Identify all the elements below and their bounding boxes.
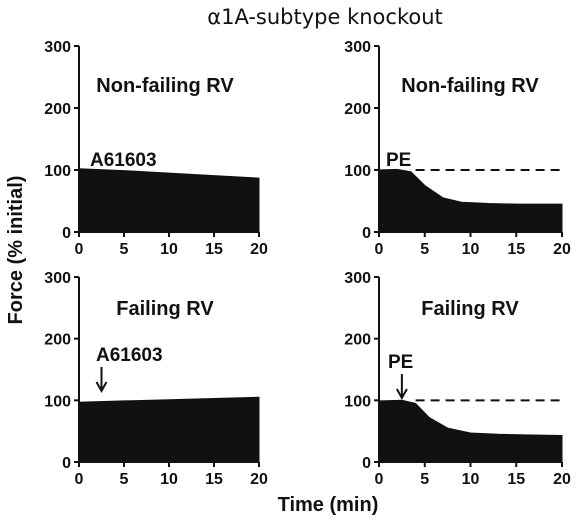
- drug-arrow-head: [391, 186, 404, 199]
- drug-label: A61603: [96, 345, 163, 366]
- panel-bottom-right: 0 100 200 300 0 5 10 15 20 Failing RV PE: [344, 270, 571, 488]
- drug-label: A61603: [90, 150, 157, 171]
- x-tick-label: 5: [120, 241, 129, 258]
- x-tick-label: 10: [462, 241, 480, 258]
- drug-arrow-head: [100, 186, 112, 199]
- y-tick-label: 0: [362, 225, 371, 242]
- y-tick-label: 300: [344, 39, 371, 56]
- panel-title: Failing RV: [421, 298, 519, 320]
- x-tick-label: 10: [160, 241, 178, 258]
- x-tick-label: 5: [120, 471, 129, 488]
- y-tick-label: 200: [44, 332, 71, 349]
- panel-top-left: 0 100 200 300 0 5 10 15 20 Non-failing RV A61603: [44, 39, 268, 258]
- figure-title: α1A-subtype knockout: [207, 5, 443, 29]
- x-tick-label: 0: [75, 471, 84, 488]
- y-axis-title: Force (% initial): [5, 176, 27, 325]
- y-tick-label: 0: [362, 455, 371, 472]
- x-tick-label: 15: [507, 471, 525, 488]
- panel-title: Non-failing RV: [96, 75, 234, 97]
- x-tick-label: 15: [205, 471, 223, 488]
- y-tick-label: 100: [344, 163, 371, 180]
- x-tick-label: 10: [462, 471, 480, 488]
- x-tick-label: 20: [553, 471, 571, 488]
- x-tick-label: 15: [507, 241, 525, 258]
- x-tick-label: 0: [375, 241, 384, 258]
- x-tick-label: 20: [250, 471, 268, 488]
- x-tick-label: 5: [420, 241, 429, 258]
- y-tick-label: 0: [62, 455, 71, 472]
- y-tick-label: 100: [44, 163, 71, 180]
- panel-title: Failing RV: [116, 298, 214, 320]
- panel-title: Non-failing RV: [401, 75, 539, 97]
- y-tick-label: 300: [44, 270, 71, 287]
- drug-arrow-head: [95, 381, 108, 394]
- series-trace: [378, 399, 563, 463]
- y-tick-label: 100: [344, 393, 371, 410]
- y-tick-label: 300: [44, 39, 71, 56]
- series-trace: [78, 396, 260, 463]
- drug-arrow-head: [396, 388, 408, 401]
- drug-label: PE: [386, 150, 411, 171]
- drug-label: PE: [388, 352, 413, 373]
- y-tick-label: 300: [344, 270, 371, 287]
- x-tick-label: 10: [160, 471, 178, 488]
- x-tick-label: 0: [375, 471, 384, 488]
- y-tick-label: 0: [62, 225, 71, 242]
- y-tick-label: 100: [44, 393, 71, 410]
- x-tick-label: 0: [75, 241, 84, 258]
- x-tick-label: 5: [420, 471, 429, 488]
- y-tick-label: 200: [344, 101, 371, 118]
- series-trace: [78, 168, 260, 233]
- x-tick-label: 20: [250, 241, 268, 258]
- x-tick-label: 15: [205, 241, 223, 258]
- x-axis-title: Time (min): [278, 494, 379, 516]
- series-trace: [378, 168, 563, 233]
- y-tick-label: 200: [344, 332, 371, 349]
- panel-bottom-left: 0 100 200 300 0 5 10 15 20 Failing RV A61603: [44, 270, 268, 488]
- x-tick-label: 20: [553, 241, 571, 258]
- panel-top-right: 0 100 200 300 0 5 10 15 20 Non-failing RV PE: [344, 39, 571, 258]
- y-tick-label: 200: [44, 101, 71, 118]
